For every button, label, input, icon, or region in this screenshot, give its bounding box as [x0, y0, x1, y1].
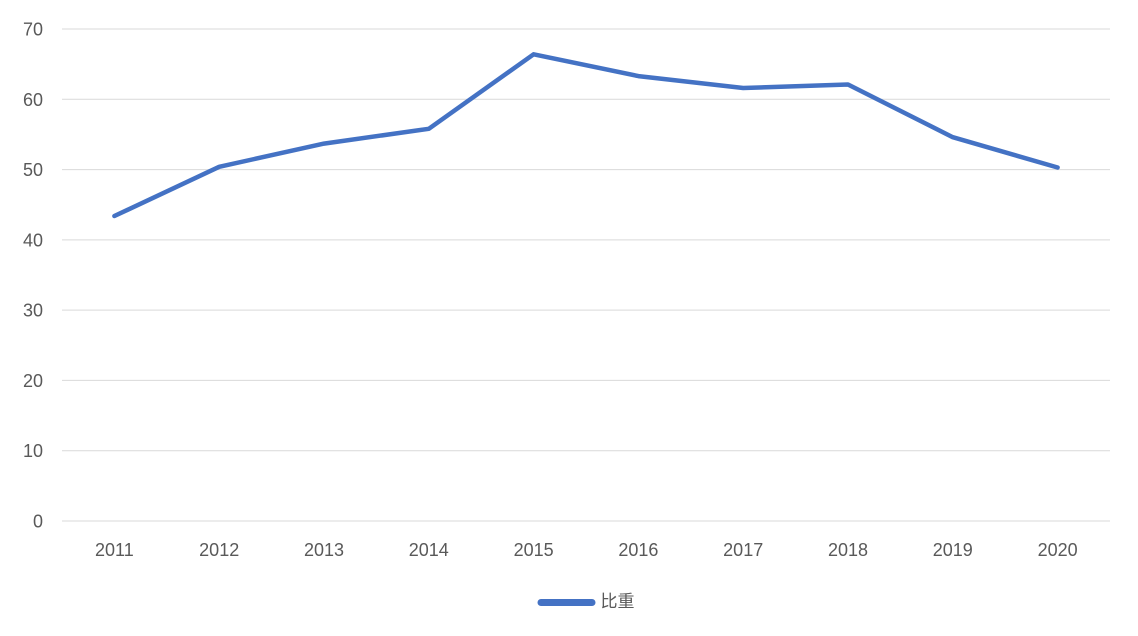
x-axis-tick-label: 2012 [199, 540, 239, 560]
legend-label: 比重 [600, 592, 635, 611]
y-axis-tick-label: 0 [33, 512, 43, 532]
y-axis-tick-label: 40 [23, 230, 43, 250]
x-axis-tick-label: 2014 [409, 540, 449, 560]
plot-area: 0 10 20 30 40 50 60 70 2011 2012 2013 2014 2015 2016 2… [23, 20, 1110, 560]
y-axis-tick-label: 70 [23, 20, 43, 40]
legend-line-swatch [537, 598, 596, 606]
y-axis-tick-label: 30 [23, 301, 43, 321]
y-axis-tick-label: 10 [23, 441, 43, 461]
x-axis-tick-label: 2020 [1038, 540, 1078, 560]
x-axis-tick-label: 2018 [828, 540, 868, 560]
legend: 比重 [537, 592, 635, 612]
y-axis-tick-label: 60 [23, 90, 43, 110]
y-axis-tick-label: 20 [23, 371, 43, 391]
x-axis-tick-label: 2019 [933, 540, 973, 560]
x-axis-tick-label: 2015 [514, 540, 554, 560]
y-axis-tick-label: 50 [23, 160, 43, 180]
x-axis-tick-label: 2013 [304, 540, 344, 560]
x-axis-tick-label: 2016 [618, 540, 658, 560]
data-series-line [112, 52, 1060, 219]
x-axis-tick-label: 2017 [723, 540, 763, 560]
x-axis-tick-label: 2011 [95, 540, 134, 560]
